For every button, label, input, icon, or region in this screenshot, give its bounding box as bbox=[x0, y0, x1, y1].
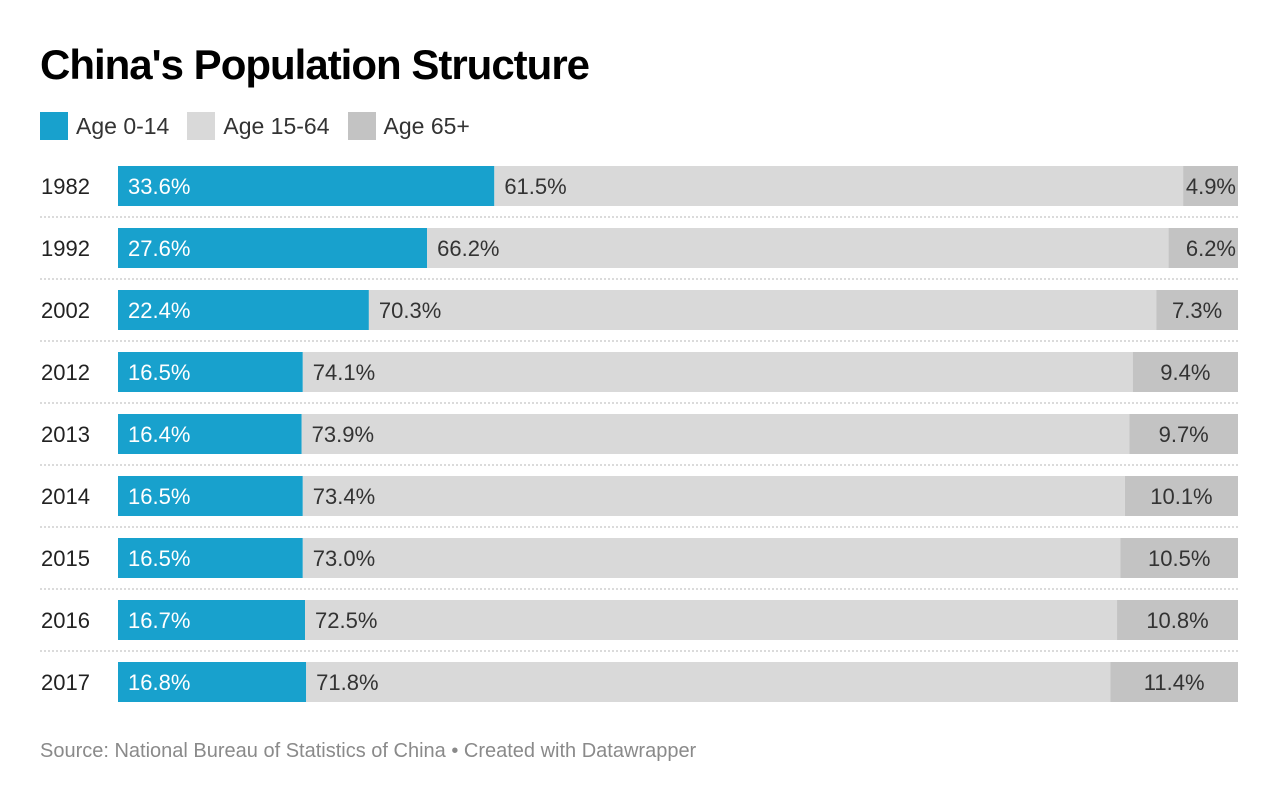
bar-age-15-64-2014 bbox=[303, 476, 1125, 516]
data-label-age-0-14-2012: 16.5% bbox=[128, 360, 190, 385]
bar-age-15-64-2012 bbox=[303, 352, 1133, 392]
category-label-2017: 2017 bbox=[41, 670, 90, 695]
data-label-age-15-64-2002: 70.3% bbox=[379, 298, 441, 323]
data-label-age-15-64-2016: 72.5% bbox=[315, 608, 377, 633]
category-label-2015: 2015 bbox=[41, 546, 90, 571]
category-label-2014: 2014 bbox=[41, 484, 90, 509]
data-label-age-0-14-2013: 16.4% bbox=[128, 422, 190, 447]
data-label-age-0-14-2017: 16.8% bbox=[128, 670, 190, 695]
category-label-2013: 2013 bbox=[41, 422, 90, 447]
data-label-age-0-14-2016: 16.7% bbox=[128, 608, 190, 633]
category-label-1982: 1982 bbox=[41, 174, 90, 199]
data-label-age-0-14-1992: 27.6% bbox=[128, 236, 190, 261]
data-label-age-0-14-2015: 16.5% bbox=[128, 546, 190, 571]
bar-age-15-64-2013 bbox=[302, 414, 1130, 454]
category-label-2002: 2002 bbox=[41, 298, 90, 323]
data-label-age-65--1982: 4.9% bbox=[1186, 174, 1236, 199]
data-label-age-0-14-2002: 22.4% bbox=[128, 298, 190, 323]
bar-age-15-64-2015 bbox=[303, 538, 1121, 578]
bar-age-15-64-2002 bbox=[369, 290, 1156, 330]
category-label-2012: 2012 bbox=[41, 360, 90, 385]
data-label-age-0-14-2014: 16.5% bbox=[128, 484, 190, 509]
data-label-age-65--1992: 6.2% bbox=[1186, 236, 1236, 261]
data-label-age-65--2016: 10.8% bbox=[1146, 608, 1208, 633]
chart-source-footer: Source: National Bureau of Statistics of… bbox=[40, 740, 696, 763]
data-label-age-15-64-2014: 73.4% bbox=[313, 484, 375, 509]
category-label-1992: 1992 bbox=[41, 236, 90, 261]
data-label-age-0-14-1982: 33.6% bbox=[128, 174, 190, 199]
data-label-age-65--2015: 10.5% bbox=[1148, 546, 1210, 571]
data-label-age-15-64-1992: 66.2% bbox=[437, 236, 499, 261]
data-label-age-15-64-2015: 73.0% bbox=[313, 546, 375, 571]
data-label-age-15-64-1982: 61.5% bbox=[504, 174, 566, 199]
category-label-2016: 2016 bbox=[41, 608, 90, 633]
bar-age-15-64-1982 bbox=[494, 166, 1183, 206]
bar-age-15-64-2017 bbox=[306, 662, 1110, 702]
data-label-age-65--2013: 9.7% bbox=[1159, 422, 1209, 447]
data-label-age-65--2014: 10.1% bbox=[1150, 484, 1212, 509]
data-label-age-65--2012: 9.4% bbox=[1160, 360, 1210, 385]
data-label-age-15-64-2012: 74.1% bbox=[313, 360, 375, 385]
data-label-age-15-64-2013: 73.9% bbox=[312, 422, 374, 447]
data-label-age-65--2002: 7.3% bbox=[1172, 298, 1222, 323]
bar-age-15-64-2016 bbox=[305, 600, 1117, 640]
data-label-age-65--2017: 11.4% bbox=[1144, 670, 1205, 695]
data-label-age-15-64-2017: 71.8% bbox=[316, 670, 378, 695]
bar-age-15-64-1992 bbox=[427, 228, 1168, 268]
